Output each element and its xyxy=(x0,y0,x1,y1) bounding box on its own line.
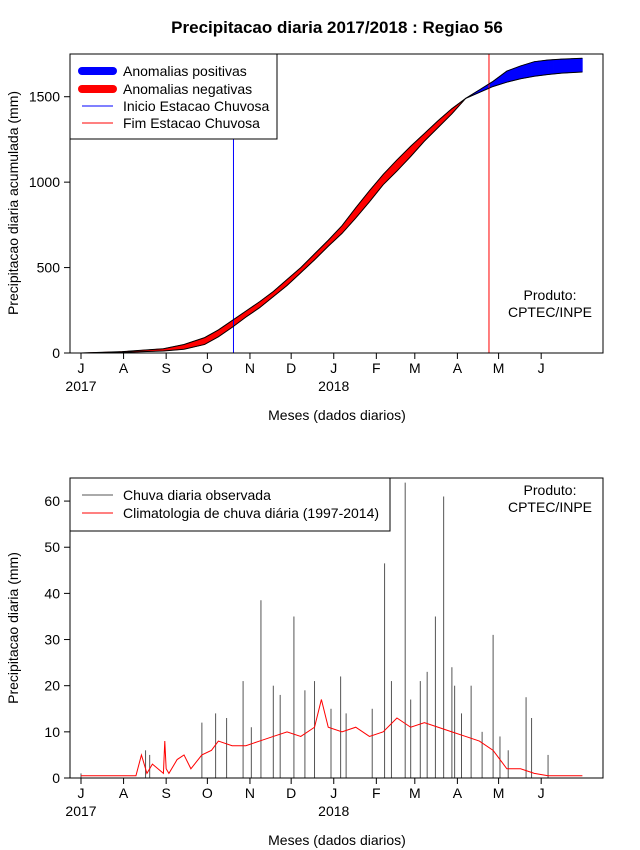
x-tick-label: J xyxy=(538,360,545,376)
x-tick-label: S xyxy=(161,360,170,376)
y-tick-label: 500 xyxy=(37,260,61,276)
legend-box xyxy=(69,477,391,532)
cumulative-lines xyxy=(80,57,583,354)
positive-anomaly-segment xyxy=(580,57,583,73)
legend-label-end: Fim Estacao Chuvosa xyxy=(123,115,260,131)
y-tick-label: 0 xyxy=(52,770,60,786)
y-axis-label: Precipitacao diaria (mm) xyxy=(5,552,21,704)
climatology-line xyxy=(80,699,583,777)
y-tick-label: 50 xyxy=(44,539,60,555)
y-axis-label: Precipitacao diaria acumulada (mm) xyxy=(5,91,21,315)
chart-title: Precipitacao diaria 2017/2018 : Regiao 5… xyxy=(171,18,503,37)
daily-chart: 0 10 20 30 40 50 60 J A S O N D J F M A M J 2017 2018 Meses… xyxy=(5,477,604,848)
legend-label-positive: Anomalias positivas xyxy=(123,63,247,79)
x-tick-label: J xyxy=(330,360,337,376)
climatology-cumulative-line xyxy=(80,71,583,354)
x-axis-label: Meses (dados diarios) xyxy=(268,832,406,848)
product-annotation-line1: Produto: xyxy=(524,482,577,498)
x-tick-label: S xyxy=(161,785,170,801)
x-tick-label: F xyxy=(372,785,381,801)
y-tick-label: 60 xyxy=(44,493,60,509)
year-label: 2017 xyxy=(65,803,96,819)
x-tick-label: M xyxy=(493,785,505,801)
x-axis-label: Meses (dados diarios) xyxy=(268,407,406,423)
year-label: 2017 xyxy=(65,378,96,394)
legend-label-climatology: Climatologia de chuva diária (1997-2014) xyxy=(123,505,379,521)
x-tick-label: N xyxy=(245,785,255,801)
y-tick-label: 20 xyxy=(44,678,60,694)
x-tick-label: N xyxy=(245,360,255,376)
x-tick-label: O xyxy=(202,785,213,801)
x-tick-label: F xyxy=(372,360,381,376)
year-label: 2018 xyxy=(318,378,349,394)
x-tick-label: A xyxy=(119,360,129,376)
y-axis: 0 10 20 30 40 50 60 xyxy=(44,493,70,786)
y-axis: 0 500 1000 1500 xyxy=(29,89,70,361)
observed-cumulative-line xyxy=(80,57,583,354)
y-tick-label: 30 xyxy=(44,632,60,648)
y-tick-label: 1500 xyxy=(29,89,60,105)
x-axis: J A S O N D J F M A M J 2017 2018 xyxy=(65,352,545,394)
x-tick-label: D xyxy=(286,785,296,801)
x-tick-label: M xyxy=(409,360,421,376)
observed-daily-bars xyxy=(80,482,549,778)
x-tick-label: J xyxy=(77,785,84,801)
y-tick-label: 10 xyxy=(44,724,60,740)
x-tick-label: J xyxy=(77,360,84,376)
product-annotation-line1: Produto: xyxy=(524,287,577,303)
x-axis: J A S O N D J F M A M J 2017 2018 xyxy=(65,777,545,819)
x-tick-label: J xyxy=(538,785,545,801)
x-tick-label: J xyxy=(330,785,337,801)
x-tick-label: O xyxy=(202,360,213,376)
year-label: 2018 xyxy=(318,803,349,819)
x-tick-label: A xyxy=(119,785,129,801)
legend-label-start: Inicio Estacao Chuvosa xyxy=(123,98,270,114)
legend-label-observed: Chuva diaria observada xyxy=(123,487,271,503)
legend-label-negative: Anomalias negativas xyxy=(123,81,252,97)
legend: Anomalias positivas Anomalias negativas … xyxy=(69,53,278,140)
legend: Chuva diaria observada Climatologia de c… xyxy=(69,477,391,532)
y-tick-label: 40 xyxy=(44,585,60,601)
x-tick-label: M xyxy=(409,785,421,801)
x-tick-label: A xyxy=(453,785,463,801)
y-tick-label: 0 xyxy=(52,345,60,361)
climatology-daily-line xyxy=(80,699,583,777)
x-tick-label: A xyxy=(453,360,463,376)
product-annotation-line2: CPTEC/INPE xyxy=(508,499,592,515)
x-tick-label: M xyxy=(493,360,505,376)
y-tick-label: 1000 xyxy=(29,174,60,190)
product-annotation-line2: CPTEC/INPE xyxy=(508,304,592,320)
x-tick-label: D xyxy=(286,360,296,376)
cumulative-chart: Precipitacao diaria 2017/2018 : Regiao 5… xyxy=(5,18,604,423)
